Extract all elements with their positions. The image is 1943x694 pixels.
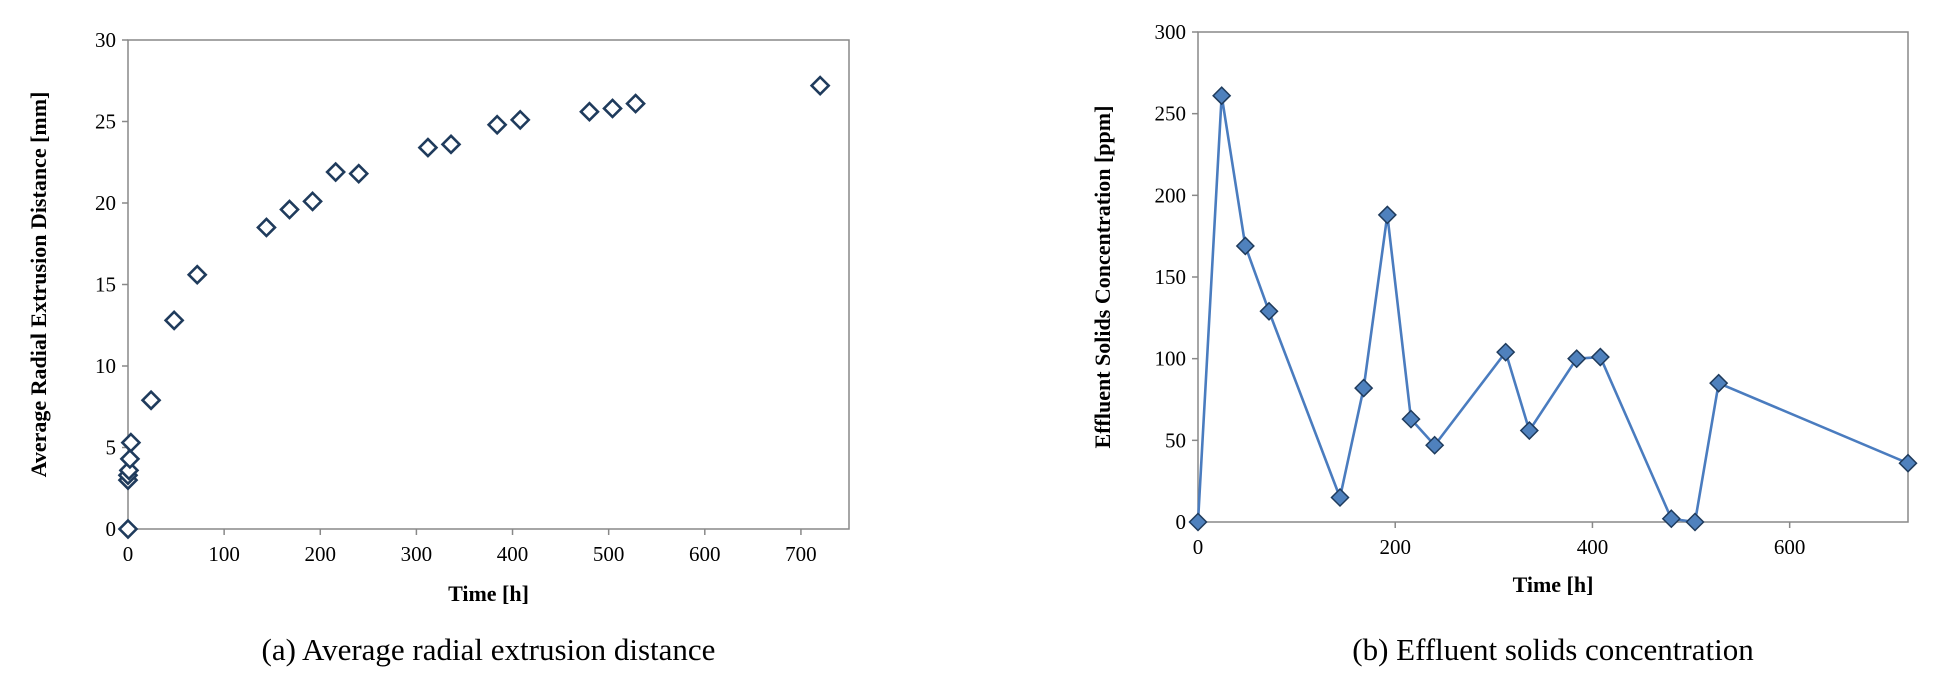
chart-b-x-tick-label: 400	[1577, 535, 1609, 559]
chart-b-point	[1354, 378, 1374, 398]
chart-a-y-tick-label: 25	[95, 110, 116, 134]
chart-b-point	[1401, 409, 1421, 429]
chart-b-y-axis-title: Effluent Solids Concentration [ppm]	[1090, 106, 1115, 449]
chart-b-y-tick-label: 0	[1176, 510, 1187, 534]
chart-b-y-tick-label: 200	[1155, 183, 1187, 207]
chart-a-point	[325, 161, 346, 183]
chart-a-point	[440, 133, 462, 155]
chart-a-point	[186, 264, 208, 286]
chart-a-point	[417, 137, 439, 158]
chart-b-point	[1519, 420, 1539, 441]
chart-b-y-tick-label: 300	[1155, 20, 1187, 44]
chart-a-point	[809, 75, 831, 96]
chart-b-plot-frame	[1197, 31, 1909, 523]
chart-b-point	[1188, 512, 1208, 532]
chart-a-point	[509, 109, 531, 131]
chart-a-point	[625, 93, 646, 114]
chart-a-x-tick-label: 500	[593, 542, 625, 566]
chart-a-point	[348, 163, 370, 184]
chart-b-series	[1188, 86, 1918, 532]
chart-a-point	[486, 114, 508, 136]
chart-a-caption: (a) Average radial extrusion distance	[262, 632, 716, 667]
chart-b-point	[1235, 236, 1255, 256]
chart-b-y-axis: 0 50 100 150 200 250 300	[1155, 20, 1198, 534]
chart-b-caption: (b) Effluent solids concentration	[1352, 632, 1754, 667]
chart-b-point	[1709, 373, 1729, 393]
chart-b-y-tick-label: 100	[1155, 347, 1187, 371]
chart-a-x-axis: 0 100 200 300 400 500 600 700	[123, 529, 817, 566]
chart-a-y-axis: 0 5 10 15 20 25 30	[95, 28, 128, 541]
chart-b-point	[1567, 349, 1587, 369]
chart-a-x-tick-label: 0	[123, 542, 134, 566]
chart-a-x-tick-label: 400	[497, 542, 529, 566]
chart-b-x-tick-label: 0	[1193, 535, 1204, 559]
chart-a: 0 5 10 15 20 25 30 0 100 200 300 400 500 600 700 Time…	[26, 28, 850, 667]
chart-b-point	[1425, 435, 1445, 455]
chart-b-point	[1590, 347, 1610, 367]
chart-a-x-tick-label: 200	[305, 542, 337, 566]
chart-a-x-tick-label: 600	[689, 542, 721, 566]
chart-b-point	[1259, 301, 1279, 321]
chart-a-point	[120, 432, 142, 453]
chart-b-point	[1685, 512, 1705, 532]
chart-a-point	[140, 389, 162, 411]
chart-a-x-axis-title: Time [h]	[448, 581, 529, 606]
chart-a-x-tick-label: 700	[785, 542, 817, 566]
chart-a-point	[256, 217, 277, 238]
chart-b-point	[1661, 509, 1681, 529]
chart-b-y-tick-label: 50	[1165, 428, 1186, 452]
chart-a-x-tick-label: 100	[208, 542, 240, 566]
chart-a-point	[118, 459, 140, 481]
chart-a-x-tick-label: 300	[401, 542, 433, 566]
chart-b-y-tick-label: 150	[1155, 265, 1187, 289]
chart-b-x-axis: 0 200 400 600	[1193, 522, 1806, 559]
chart-b-point	[1330, 487, 1350, 508]
chart-b-point	[1377, 205, 1397, 225]
chart-b-x-tick-label: 600	[1774, 535, 1806, 559]
chart-b-x-axis-title: Time [h]	[1513, 572, 1594, 597]
chart-a-point	[279, 199, 300, 220]
chart-a-point	[302, 191, 323, 212]
chart-a-point	[579, 101, 600, 123]
chart-a-y-tick-label: 20	[95, 191, 116, 215]
chart-a-y-tick-label: 0	[106, 517, 117, 541]
chart-b-point	[1212, 86, 1232, 106]
chart-a-y-tick-label: 15	[95, 273, 116, 297]
chart-a-point	[119, 448, 141, 470]
chart-b-x-tick-label: 200	[1379, 535, 1411, 559]
chart-a-y-tick-label: 5	[106, 436, 117, 460]
chart-a-y-tick-label: 10	[95, 354, 116, 378]
chart-a-y-tick-label: 30	[95, 28, 116, 52]
chart-b-series-line	[1196, 94, 1909, 524]
chart-a-points	[117, 75, 831, 540]
chart-a-y-axis-title: Average Radial Extrusion Distance [mm]	[26, 92, 51, 478]
chart-b: 0 50 100 150 200 250 300 0 200 400 600 Time [h] E…	[1090, 20, 1918, 667]
chart-b-point	[1496, 342, 1516, 362]
chart-a-point	[117, 518, 139, 540]
chart-b-point	[1898, 453, 1918, 473]
chart-a-plot-frame	[127, 39, 850, 530]
chart-b-y-tick-label: 250	[1155, 102, 1187, 126]
chart-a-point	[602, 98, 623, 119]
chart-a-point	[163, 310, 185, 331]
